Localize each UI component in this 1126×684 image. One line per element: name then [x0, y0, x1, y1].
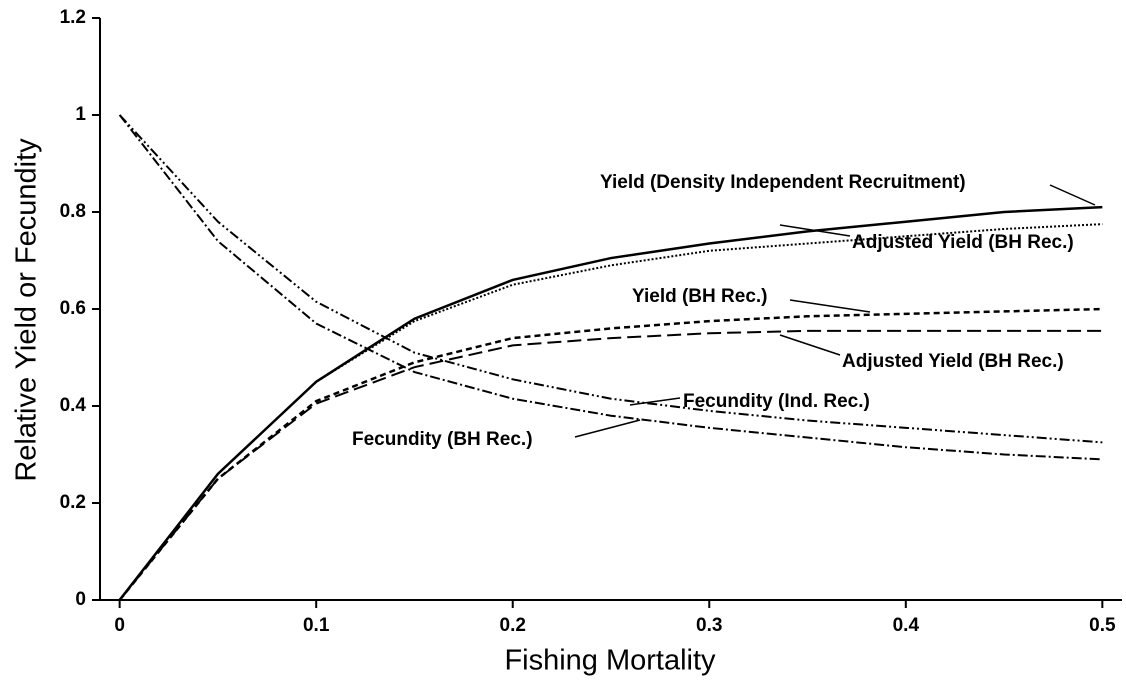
- x-tick-label: 0: [114, 615, 125, 636]
- y-tick-label: 0: [75, 589, 86, 610]
- x-tick-label: 0.3: [696, 615, 722, 636]
- annotation-leader: [779, 224, 851, 237]
- annotation-leader: [629, 397, 681, 406]
- series-line: [118, 114, 1103, 461]
- series-line: [118, 114, 1103, 444]
- annotation-leader: [1049, 184, 1096, 206]
- y-tick-label: 0.2: [60, 492, 86, 513]
- x-tick-label: 0.1: [303, 615, 330, 636]
- y-axis-label: Relative Yield or Fecundity: [11, 138, 43, 482]
- series-label: Adjusted Yield (BH Rec.): [842, 351, 1064, 372]
- series-line: [118, 223, 1103, 601]
- y-tick-label: 0.8: [60, 201, 86, 222]
- series-label: Yield (BH Rec.): [632, 286, 768, 307]
- series-label: Fecundity (Ind. Rec.): [683, 391, 870, 412]
- y-tick-label: 1: [75, 104, 86, 125]
- series-line: [118, 307, 1103, 601]
- annotation-leader: [779, 334, 841, 356]
- series-line: [118, 205, 1103, 601]
- annotation-leader: [789, 299, 871, 313]
- series-label: Fecundity (BH Rec.): [352, 429, 533, 450]
- x-tick-label: 0.5: [1089, 615, 1116, 636]
- series-label: Yield (Density Independent Recruitment): [600, 172, 966, 193]
- y-tick-label: 0.6: [60, 298, 86, 319]
- y-tick-label: 0.4: [60, 395, 87, 416]
- series-label: Adjusted Yield (BH Rec.): [852, 232, 1074, 253]
- y-tick-label: 1.2: [60, 7, 86, 28]
- x-tick-label: 0.4: [893, 615, 920, 636]
- annotation-leader: [574, 419, 641, 438]
- x-tick-label: 0.2: [500, 615, 526, 636]
- series-line: [118, 329, 1103, 601]
- x-axis-label: Fishing Mortality: [504, 645, 716, 677]
